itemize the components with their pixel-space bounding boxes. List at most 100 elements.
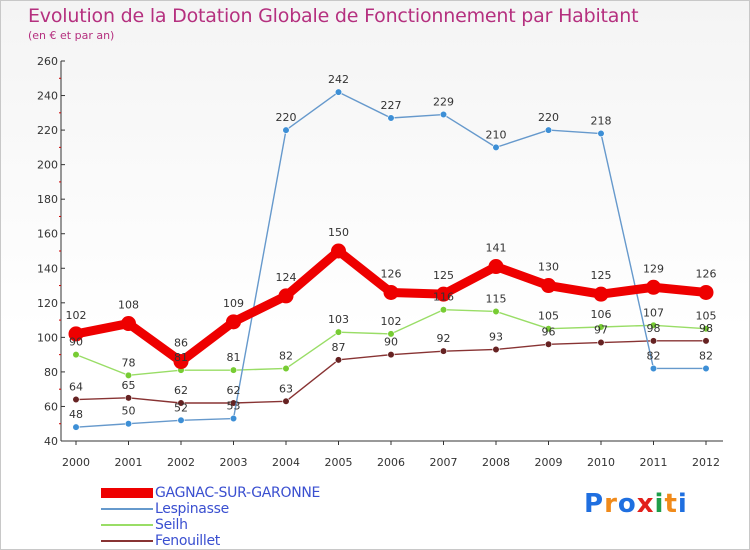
data-label-lespinasse: 52 [174, 401, 188, 414]
data-point-lespinasse [597, 129, 605, 138]
y-tick-label: 40 [44, 435, 58, 448]
data-label-gagnac-sur-garonne: 150 [328, 226, 349, 239]
data-point-lespinasse [72, 423, 80, 431]
data-point-seilh [702, 325, 710, 333]
data-label-lespinasse: 210 [486, 128, 507, 141]
x-tick-label: 2005 [325, 456, 353, 469]
x-tick-label: 2010 [587, 456, 615, 469]
data-label-gagnac-sur-garonne: 125 [591, 269, 612, 282]
data-point-fenouillet [387, 351, 395, 359]
legend-swatch [101, 488, 153, 498]
data-label-lespinasse: 220 [276, 111, 297, 124]
data-point-lespinasse [124, 420, 133, 428]
x-tick-label: 2004 [272, 456, 300, 469]
data-label-fenouillet: 98 [647, 322, 661, 335]
data-point-gagnac-sur-garonne [541, 278, 556, 294]
y-tick-label: 220 [37, 124, 58, 137]
data-point-lespinasse [177, 416, 185, 424]
data-label-seilh: 107 [643, 306, 664, 319]
x-tick-label: 2009 [535, 456, 563, 469]
data-point-seilh [334, 328, 343, 336]
data-label-gagnac-sur-garonne: 124 [276, 271, 297, 284]
data-label-fenouillet: 98 [699, 322, 713, 335]
data-label-gagnac-sur-garonne: 125 [433, 269, 454, 282]
data-label-fenouillet: 63 [279, 382, 293, 395]
data-point-seilh [282, 364, 290, 373]
data-label-gagnac-sur-garonne: 109 [223, 297, 244, 310]
data-point-lespinasse [229, 414, 238, 423]
data-label-gagnac-sur-garonne: 102 [66, 309, 87, 322]
data-point-lespinasse [702, 364, 710, 373]
data-point-lespinasse [544, 126, 553, 134]
data-label-seilh: 105 [538, 310, 559, 323]
x-tick-label: 2011 [640, 456, 668, 469]
data-point-gagnac-sur-garonne [593, 286, 609, 302]
data-point-gagnac-sur-garonne [173, 354, 189, 370]
data-point-fenouillet [492, 345, 500, 354]
data-label-lespinasse: 220 [538, 111, 559, 124]
data-point-gagnac-sur-garonne [226, 314, 241, 330]
data-point-seilh [649, 321, 658, 329]
data-point-fenouillet [439, 347, 448, 355]
data-point-gagnac-sur-garonne [121, 316, 136, 332]
data-label-gagnac-sur-garonne: 141 [486, 242, 507, 255]
data-point-seilh [492, 307, 500, 316]
x-tick-label: 2008 [482, 456, 510, 469]
data-point-fenouillet [282, 397, 290, 405]
data-label-fenouillet: 65 [122, 379, 136, 392]
data-label-fenouillet: 64 [69, 381, 83, 394]
legend-label: GAGNAC-SUR-GARONNE [155, 485, 321, 501]
proxiti-logo: Proxiti [584, 489, 688, 519]
legend-label: Fenouillet [155, 533, 220, 549]
chart-title: Evolution de la Dotation Globale de Fonc… [28, 5, 639, 27]
data-label-fenouillet: 93 [489, 330, 503, 343]
data-label-seilh: 90 [69, 336, 83, 349]
data-point-gagnac-sur-garonne [698, 284, 714, 300]
y-tick-label: 120 [37, 297, 58, 310]
data-label-seilh: 81 [227, 351, 241, 364]
data-label-gagnac-sur-garonne: 86 [174, 337, 188, 350]
data-label-seilh: 82 [279, 349, 293, 362]
x-tick-label: 2006 [377, 456, 405, 469]
y-tick-label: 160 [37, 228, 58, 241]
data-point-seilh [544, 325, 553, 333]
chart-subtitle: (en € et par an) [28, 29, 115, 42]
data-point-fenouillet [702, 337, 710, 345]
data-label-seilh: 116 [433, 291, 454, 304]
data-point-fenouillet [177, 399, 185, 407]
data-point-gagnac-sur-garonne [646, 279, 661, 295]
data-label-lespinasse: 227 [381, 99, 402, 112]
legend-label: Lespinasse [155, 501, 229, 517]
x-tick-label: 2003 [220, 456, 248, 469]
data-point-seilh [387, 330, 395, 338]
y-tick-label: 180 [37, 193, 58, 206]
data-point-gagnac-sur-garonne [278, 288, 294, 304]
data-label-gagnac-sur-garonne: 126 [381, 267, 402, 280]
data-label-lespinasse: 48 [69, 408, 83, 421]
y-tick-label: 100 [37, 331, 58, 344]
x-tick-label: 2012 [692, 456, 720, 469]
data-point-fenouillet [544, 340, 553, 348]
data-point-lespinasse [492, 143, 500, 151]
data-label-lespinasse: 242 [328, 73, 349, 86]
x-tick-label: 2001 [115, 456, 143, 469]
data-point-lespinasse [282, 126, 290, 134]
data-point-fenouillet [124, 394, 133, 402]
y-tick-label: 240 [37, 90, 58, 103]
data-point-gagnac-sur-garonne [383, 284, 399, 300]
data-point-lespinasse [334, 88, 343, 96]
data-label-fenouillet: 62 [227, 384, 241, 397]
data-label-lespinasse: 50 [122, 405, 136, 418]
data-label-fenouillet: 87 [332, 341, 346, 354]
legend-swatch [101, 524, 153, 526]
data-point-gagnac-sur-garonne [68, 326, 84, 342]
data-point-seilh [597, 323, 605, 331]
data-point-gagnac-sur-garonne [436, 286, 451, 302]
data-label-seilh: 103 [328, 313, 349, 326]
data-point-fenouillet [334, 356, 343, 364]
data-label-lespinasse: 53 [227, 400, 241, 413]
x-tick-label: 2007 [430, 456, 458, 469]
data-label-seilh: 115 [486, 292, 507, 305]
data-label-fenouillet: 96 [542, 325, 556, 338]
